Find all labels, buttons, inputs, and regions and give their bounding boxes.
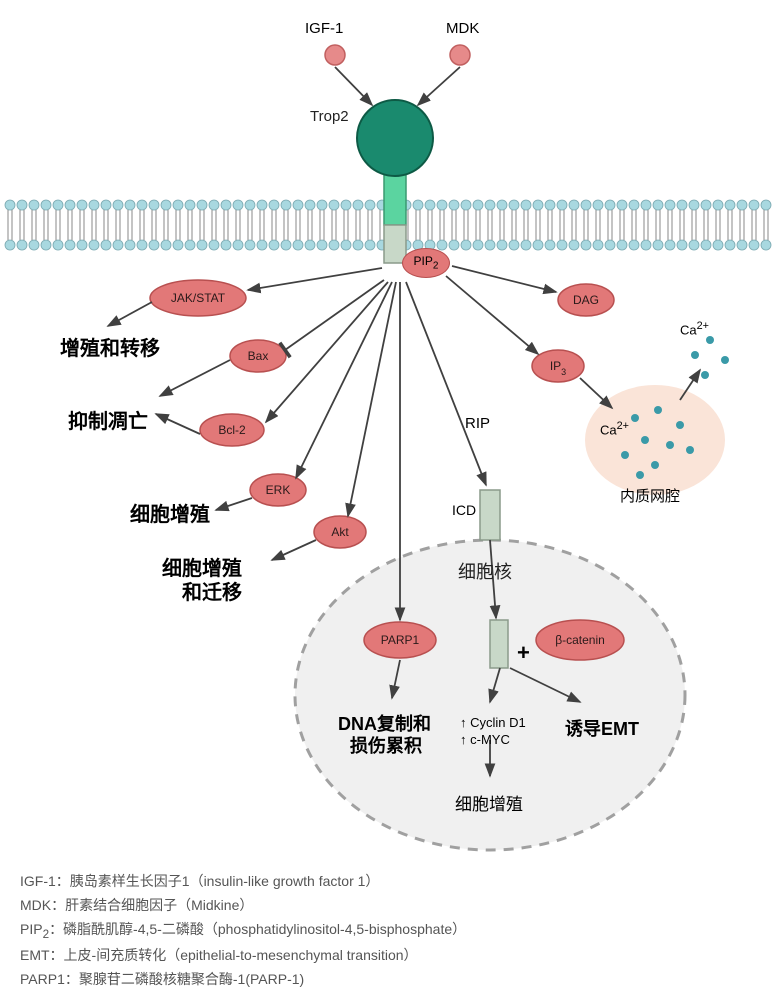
arrow bbox=[348, 282, 396, 516]
arrow bbox=[406, 282, 486, 485]
arrow bbox=[446, 276, 538, 354]
arrow bbox=[510, 668, 580, 702]
pip2-text: PIP2 bbox=[414, 254, 439, 271]
ca-ion bbox=[621, 451, 629, 459]
arrow bbox=[216, 498, 252, 510]
jakstat-label: JAK/STAT bbox=[171, 291, 226, 305]
mdk-ligand bbox=[450, 45, 470, 65]
legend-row: PARP1：聚腺苷二磷酸核糖聚合酶-1(PARP-1) bbox=[20, 968, 466, 992]
akt-node bbox=[314, 516, 366, 548]
ca-ion bbox=[631, 414, 639, 422]
trop2-neck bbox=[384, 170, 406, 225]
membrane bbox=[5, 200, 771, 250]
legend-row: IGF-1：胰岛素样生长因子1（insulin-like growth fact… bbox=[20, 870, 466, 894]
diagram-canvas: JAK/STAT Bax Bcl-2 ERK Akt DAG IP3 PARP1 β-caten… bbox=[0, 0, 777, 1000]
arrow bbox=[296, 282, 392, 478]
label-cmyc: ↑ c-MYC bbox=[460, 732, 510, 747]
ca-ion bbox=[636, 471, 644, 479]
parp1-node bbox=[364, 622, 436, 658]
arrow bbox=[490, 668, 500, 702]
arrow bbox=[156, 414, 200, 434]
bax-label: Bax bbox=[248, 349, 269, 363]
ip3-node bbox=[532, 350, 584, 382]
ca-ion bbox=[651, 461, 659, 469]
label-prolif_metastasis: 增殖和转移 bbox=[60, 332, 160, 361]
ip3-label: IP3 bbox=[550, 359, 566, 377]
dag-node bbox=[558, 284, 614, 316]
ca-ion bbox=[654, 406, 662, 414]
jakstat-node bbox=[150, 280, 246, 316]
nucleus-label: 细胞核 bbox=[458, 558, 512, 584]
label-cell_prolif1: 细胞增殖 bbox=[130, 498, 210, 527]
ca-ion bbox=[701, 371, 709, 379]
legend-row: PIP2：磷脂酰肌醇-4,5-二磷酸（phosphatidylinositol-… bbox=[20, 918, 466, 945]
pip2-node: PIP2 bbox=[402, 248, 450, 278]
arrow bbox=[272, 540, 316, 560]
legend-row: MDK：肝素结合细胞因子（Midkine） bbox=[20, 894, 466, 918]
arrow bbox=[580, 378, 612, 408]
igf1-ligand bbox=[325, 45, 345, 65]
legend-row: EMT：上皮-间充质转化（epithelial-to-mesenchymal t… bbox=[20, 944, 466, 968]
icd-rect bbox=[480, 490, 500, 540]
arrow bbox=[680, 370, 700, 400]
dag-label: DAG bbox=[573, 293, 599, 307]
trop2-label: Trop2 bbox=[310, 108, 349, 125]
icd-label: ICD bbox=[452, 502, 476, 518]
erk-node bbox=[250, 474, 306, 506]
nucleus-fragment bbox=[490, 620, 508, 668]
ca-ion bbox=[641, 436, 649, 444]
igf1-label: IGF-1 bbox=[305, 20, 343, 37]
arrow bbox=[392, 660, 400, 698]
arrow bbox=[108, 302, 152, 326]
arrow bbox=[335, 67, 372, 105]
akt-label: Akt bbox=[331, 525, 349, 539]
arrow bbox=[452, 266, 556, 292]
bcl2-node bbox=[200, 414, 264, 446]
label-plus: + bbox=[517, 640, 530, 666]
erk-label: ERK bbox=[266, 483, 291, 497]
arrow bbox=[160, 360, 230, 396]
label-cell_prolif2: 细胞增殖 bbox=[455, 790, 523, 815]
bcatenin-label: β-catenin bbox=[555, 633, 605, 647]
label-dna_repl2: 损伤累积 bbox=[350, 732, 422, 758]
ca-ion bbox=[666, 441, 674, 449]
label-rip: RIP bbox=[465, 415, 490, 432]
arrow bbox=[285, 280, 384, 350]
bax-node bbox=[230, 340, 286, 372]
label-inhibit_apoptosis: 抑制凋亡 bbox=[68, 405, 148, 434]
er-label: 内质网腔 bbox=[620, 485, 680, 506]
arrow bbox=[248, 268, 382, 290]
ca-in-label: Ca2+ bbox=[600, 420, 629, 437]
label-cyclin: ↑ Cyclin D1 bbox=[460, 715, 526, 730]
bcl2-label: Bcl-2 bbox=[218, 423, 246, 437]
parp1-label: PARP1 bbox=[381, 633, 420, 647]
bcatenin-node bbox=[536, 620, 624, 660]
ca-ion bbox=[676, 421, 684, 429]
trop2-receptor bbox=[357, 100, 433, 176]
arrow bbox=[418, 67, 460, 105]
label-induce_emt: 诱导EMT bbox=[565, 715, 639, 741]
label-cell_prolif_mig2: 和迁移 bbox=[182, 576, 242, 605]
ca-ion bbox=[691, 351, 699, 359]
ca-ion bbox=[686, 446, 694, 454]
arrow bbox=[266, 282, 388, 422]
ca-ion bbox=[721, 356, 729, 364]
ca-out-label: Ca2+ bbox=[680, 320, 709, 337]
legend: IGF-1：胰岛素样生长因子1（insulin-like growth fact… bbox=[20, 870, 466, 992]
mdk-label: MDK bbox=[446, 20, 479, 37]
er-lumen bbox=[585, 385, 725, 495]
